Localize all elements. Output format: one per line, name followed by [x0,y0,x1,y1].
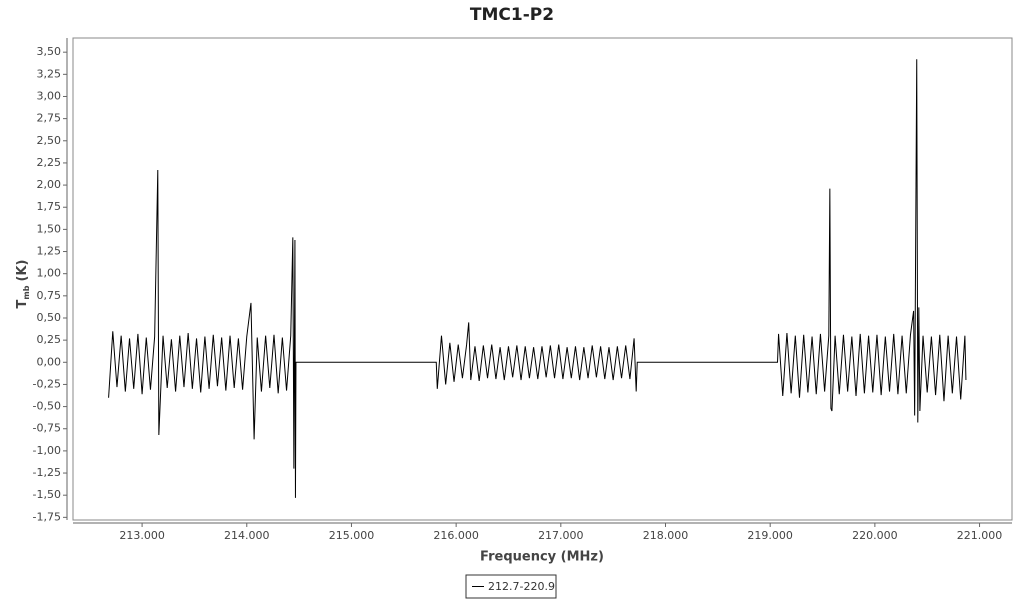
y-tick-label: 1,75 [37,200,62,213]
y-tick-label: -0,25 [33,377,61,390]
y-tick-label: -1,50 [33,488,61,501]
chart-title: TMC1-P2 [470,5,554,25]
x-tick-label: 219.000 [747,529,793,542]
y-tick-label: 3,25 [37,67,62,80]
x-axis-label: Frequency (MHz) [480,550,604,565]
y-label-sub: mb [22,285,31,299]
y-tick-label: 0,50 [37,311,62,324]
x-tick-label: 221.000 [957,529,1003,542]
y-tick-label: 2,50 [37,134,62,147]
y-tick-label: 1,25 [37,245,62,258]
plot-frame [72,37,1013,521]
y-tick-label: -1,25 [33,466,61,479]
y-tick-label: 1,00 [37,267,62,280]
y-axis-label: Tmb (K) [15,260,31,309]
y-label-main: T [15,299,30,308]
y-tick-label: 3,00 [37,89,62,102]
y-tick-label: 1,50 [37,222,62,235]
x-tick-label: 218.000 [643,529,689,542]
x-tick-label: 215.000 [329,529,375,542]
y-tick-label: -1,75 [33,510,61,523]
y-tick-label: 2,25 [37,156,62,169]
spectrum-line [108,59,967,498]
y-tick-label: 2,75 [37,112,62,125]
legend-label: 212.7-220.9 [488,580,555,593]
y-tick-label: -0,75 [33,422,61,435]
y-label-unit: (K) [15,260,30,282]
y-tick-label: -0,50 [33,400,61,413]
y-tick-label: 0,75 [37,289,62,302]
y-tick-label: 3,50 [37,45,62,58]
x-tick-label: 213.000 [119,529,165,542]
y-tick-label: 0,25 [37,333,62,346]
y-tick-label: -1,00 [33,444,61,457]
x-tick-label: 220.000 [852,529,898,542]
x-tick-label: 216.000 [433,529,479,542]
x-tick-label: 217.000 [538,529,584,542]
legend [465,574,557,599]
y-tick-label: 2,00 [37,178,62,191]
x-tick-label: 214.000 [224,529,270,542]
y-tick-label: 0,00 [37,355,62,368]
